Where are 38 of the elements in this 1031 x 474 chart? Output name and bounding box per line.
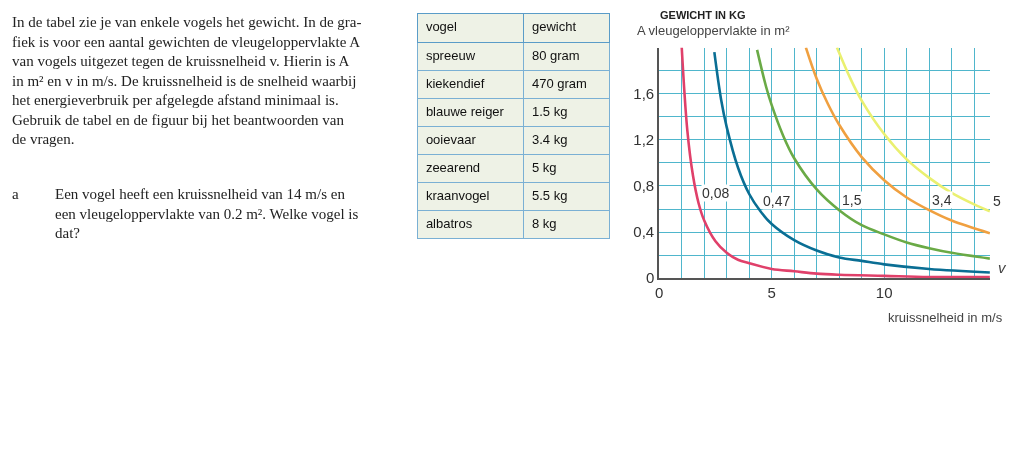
line-series xyxy=(755,48,990,260)
line-series xyxy=(804,47,990,235)
text: ooievaar xyxy=(425,131,477,147)
series-label: 0,47 xyxy=(763,193,791,209)
text: 5.5 kg xyxy=(531,187,568,203)
y-tick-label: 1,2 xyxy=(633,131,655,149)
y-tick-label: 0,4 xyxy=(633,223,655,241)
text: blauwe reiger xyxy=(425,103,505,119)
series-label: 5 xyxy=(993,193,1001,209)
text: spreeuw xyxy=(425,47,476,63)
x-axis-title: kruissnelheid in m/s xyxy=(888,310,1003,325)
text: a xyxy=(12,186,19,202)
y-tick-label: 0 xyxy=(645,269,655,287)
text: Een vogel heeft een kruissnelheid van 14 m/s en een vleugeloppervlakte van 0.2 m². Welke vogel is dat? xyxy=(55,186,359,241)
text: 3.4 kg xyxy=(531,131,568,147)
series-label: 1,5 xyxy=(842,192,862,208)
text: zeearend xyxy=(425,159,481,175)
x-tick-label: 5 xyxy=(767,284,776,302)
text: 80 gram xyxy=(531,47,580,63)
y-axis-title: A vleugeloppervlakte in m² xyxy=(637,23,791,38)
text: kiekendief xyxy=(425,75,485,91)
legend-title: GEWICHT IN KG xyxy=(660,9,746,21)
text: albatros xyxy=(425,215,473,231)
text: gewicht xyxy=(531,18,577,34)
text: In de tabel zie je van enkele vogels het gewicht. In de gra- fiek is voor een aantal gewichten de vleugeloppervlakte A van vogels uitgezet tegen de kruissnelheid v. Hierin is A in m² en v in m/s. De kruissnelheid is de snelheid waarbij het energieverbruik per afgelegde afstand minimaal is. Gebruik de tabel en de figuur bij het beantwoorden van de vragen. xyxy=(12,14,362,147)
text: 8 kg xyxy=(531,215,557,231)
series-label: 3,4 xyxy=(932,192,952,208)
line-series xyxy=(835,47,990,213)
text: 1.5 kg xyxy=(531,103,568,119)
x-tick-label: 10 xyxy=(875,284,893,302)
y-tick-label: 0,8 xyxy=(633,177,655,195)
y-tick-label: 1,6 xyxy=(633,84,655,102)
text: vogel xyxy=(425,18,458,34)
series-label: 0,08 xyxy=(702,185,730,201)
text: v xyxy=(998,259,1007,276)
text: 5 kg xyxy=(531,159,557,175)
text: kraanvogel xyxy=(425,187,490,203)
text: 470 gram xyxy=(531,75,587,91)
